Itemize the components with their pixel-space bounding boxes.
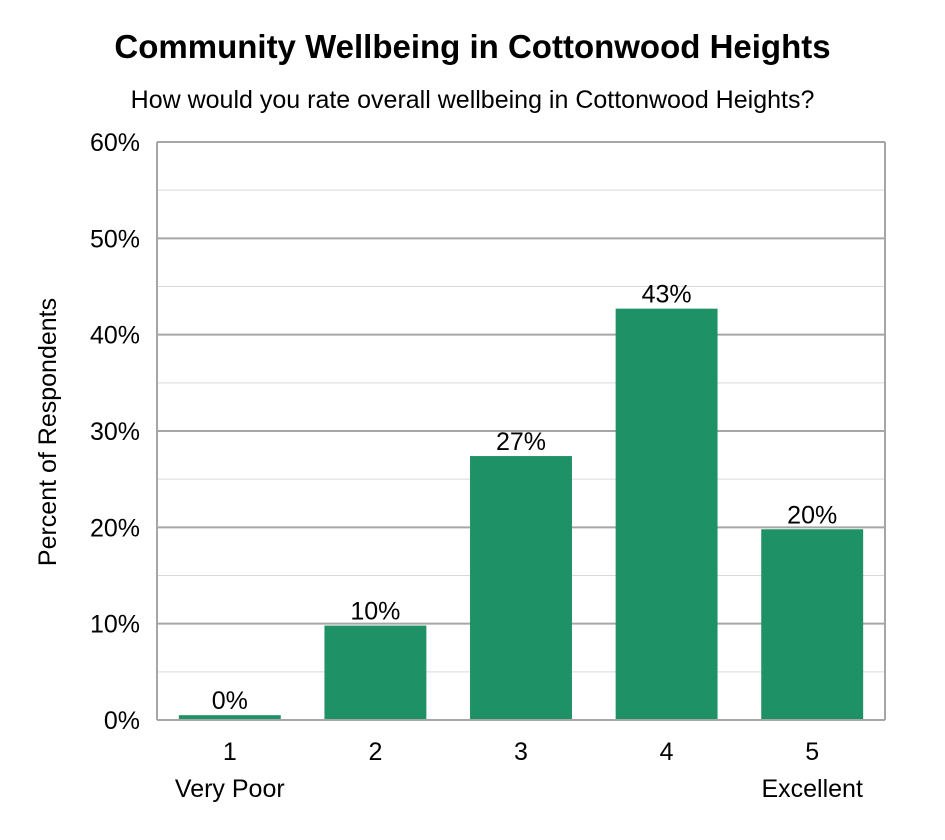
bar-5: [761, 529, 864, 720]
chart-title: Community Wellbeing in Cottonwood Height…: [114, 28, 831, 65]
x-tick-label: 1: [223, 738, 237, 766]
data-label: 20%: [787, 501, 837, 529]
y-tick-label: 50%: [90, 225, 140, 253]
chart-subtitle: How would you rate overall wellbeing in …: [130, 86, 815, 114]
y-axis-label: Percent of Respondents: [34, 298, 62, 566]
bar-2: [324, 625, 427, 720]
data-label: 10%: [350, 598, 400, 626]
x-tick-sublabel: Very Poor: [175, 775, 285, 803]
y-tick-label: 10%: [90, 611, 140, 639]
y-tick-label: 30%: [90, 418, 140, 446]
x-tick-sublabel: Excellent: [761, 775, 862, 803]
bar-4: [615, 308, 718, 720]
x-tick-label: 4: [660, 738, 674, 766]
data-label: 0%: [212, 687, 248, 715]
x-tick-label: 2: [368, 738, 382, 766]
y-tick-label: 60%: [90, 129, 140, 157]
x-tick-label: 5: [805, 738, 819, 766]
data-label: 43%: [642, 281, 692, 309]
bar-1: [178, 715, 281, 720]
data-label: 27%: [496, 428, 546, 456]
y-tick-label: 0%: [104, 707, 140, 735]
y-tick-label: 20%: [90, 514, 140, 542]
bar-3: [470, 456, 572, 720]
y-tick-label: 40%: [90, 322, 140, 350]
x-tick-label: 3: [514, 738, 528, 766]
